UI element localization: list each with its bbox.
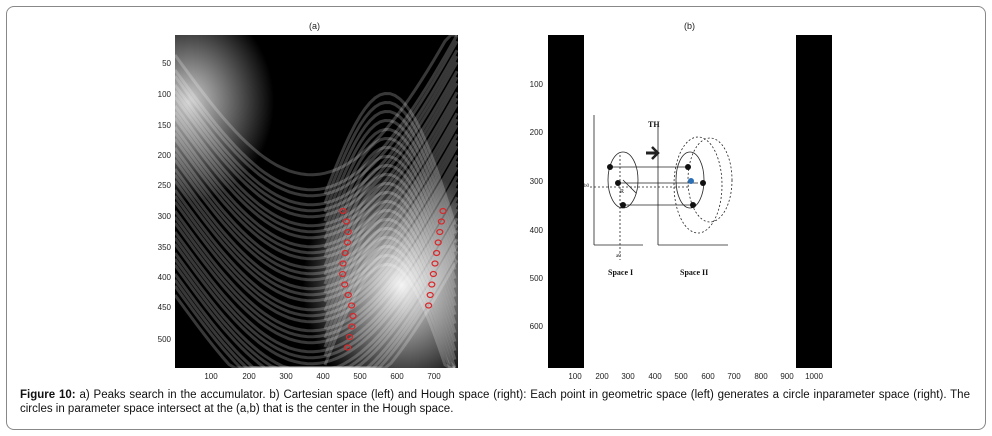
- hough-space-image: TH Space I Space II R a0 b0: [548, 35, 832, 368]
- panel-a-ytick: 300: [157, 212, 171, 221]
- panel-a-ytick: 350: [157, 243, 171, 252]
- peak-marker: [429, 270, 437, 278]
- panel-b-ytick: 300: [529, 177, 543, 186]
- peak-marker: [431, 260, 439, 267]
- space-diagram-points: [607, 164, 706, 208]
- panel-b-ytick: 600: [529, 322, 543, 331]
- panel-b-xtick: 600: [701, 372, 715, 381]
- caption-text: a) Peaks search in the accumulator. b) C…: [20, 389, 970, 415]
- panel-b-xtick: 200: [595, 372, 609, 381]
- peak-marker: [425, 302, 433, 309]
- peak-marker: [348, 323, 356, 330]
- peak-marker: [349, 312, 357, 320]
- peak-marker: [428, 281, 436, 288]
- panel-a-xtick: 500: [353, 372, 367, 381]
- panel-a-title: (a): [309, 21, 320, 31]
- panel-a-xtick: 300: [279, 372, 293, 381]
- peak-marker: [433, 249, 441, 257]
- accumulator-image: [175, 35, 458, 368]
- left-black-border: [548, 35, 584, 368]
- peak-marker: [434, 239, 442, 246]
- panel-b-xtick: 500: [674, 372, 688, 381]
- peak-marker: [341, 249, 349, 257]
- space1-label: Space I: [608, 268, 633, 277]
- panel-a-ytick: 150: [157, 121, 171, 130]
- space2-label: Space II: [680, 268, 708, 277]
- panel-a-ytick: 50: [162, 59, 171, 68]
- peak-marker: [344, 291, 352, 299]
- panel-b-xtick: 400: [648, 372, 662, 381]
- panel-a-ytick: 200: [157, 151, 171, 160]
- panel-a-ytick: 100: [157, 90, 171, 99]
- peak-marker: [437, 218, 445, 225]
- peak-marker: [426, 291, 434, 299]
- figure-caption: Figure 10: a) Peaks search in the accumu…: [20, 388, 970, 416]
- peak-marker: [342, 218, 351, 225]
- panel-a-xtick: 100: [204, 372, 218, 381]
- peak-marker: [341, 281, 349, 288]
- peak-marker: [344, 228, 352, 236]
- panel-b-ytick: 100: [529, 80, 543, 89]
- caption-label: Figure 10:: [20, 389, 76, 401]
- peak-marker: [343, 239, 352, 246]
- panel-a-xtick: 200: [242, 372, 256, 381]
- panel-a-ytick: 400: [157, 273, 171, 282]
- panel-a-ytick: 250: [157, 181, 171, 190]
- panel-b-xtick: 700: [727, 372, 741, 381]
- panel-b-xtick: 100: [568, 372, 582, 381]
- peak-marker: [436, 228, 444, 236]
- peak-marker: [345, 333, 354, 341]
- peak-marker: [339, 270, 347, 278]
- space-diagram: [590, 115, 733, 260]
- peak-marker: [339, 260, 347, 267]
- a-label: a0: [616, 254, 621, 259]
- panel-a-xtick: 600: [390, 372, 404, 381]
- r-label: R: [620, 189, 624, 195]
- panel-b-xtick: 900: [780, 372, 794, 381]
- peak-marker: [343, 344, 352, 351]
- peak-marker: [439, 207, 447, 215]
- panel-b-ytick: 200: [529, 128, 543, 137]
- peak-marker: [339, 207, 347, 215]
- panel-b-xtick: 300: [621, 372, 635, 381]
- arrow-label: TH: [648, 120, 660, 129]
- right-black-border: [796, 35, 832, 368]
- panel-a-xtick: 400: [316, 372, 330, 381]
- panel-a-ytick: 450: [157, 303, 171, 312]
- panel-b-xtick: 1000: [805, 372, 823, 381]
- panel-b-ytick: 400: [529, 226, 543, 235]
- panel-a-xtick: 700: [427, 372, 441, 381]
- panel-b-title: (b): [684, 21, 695, 31]
- panel-a-ytick: 500: [157, 335, 171, 344]
- b-label: b0: [584, 184, 590, 189]
- panel-b-xtick: 800: [754, 372, 768, 381]
- peak-marker: [348, 302, 356, 309]
- panel-b-ytick: 500: [529, 274, 543, 283]
